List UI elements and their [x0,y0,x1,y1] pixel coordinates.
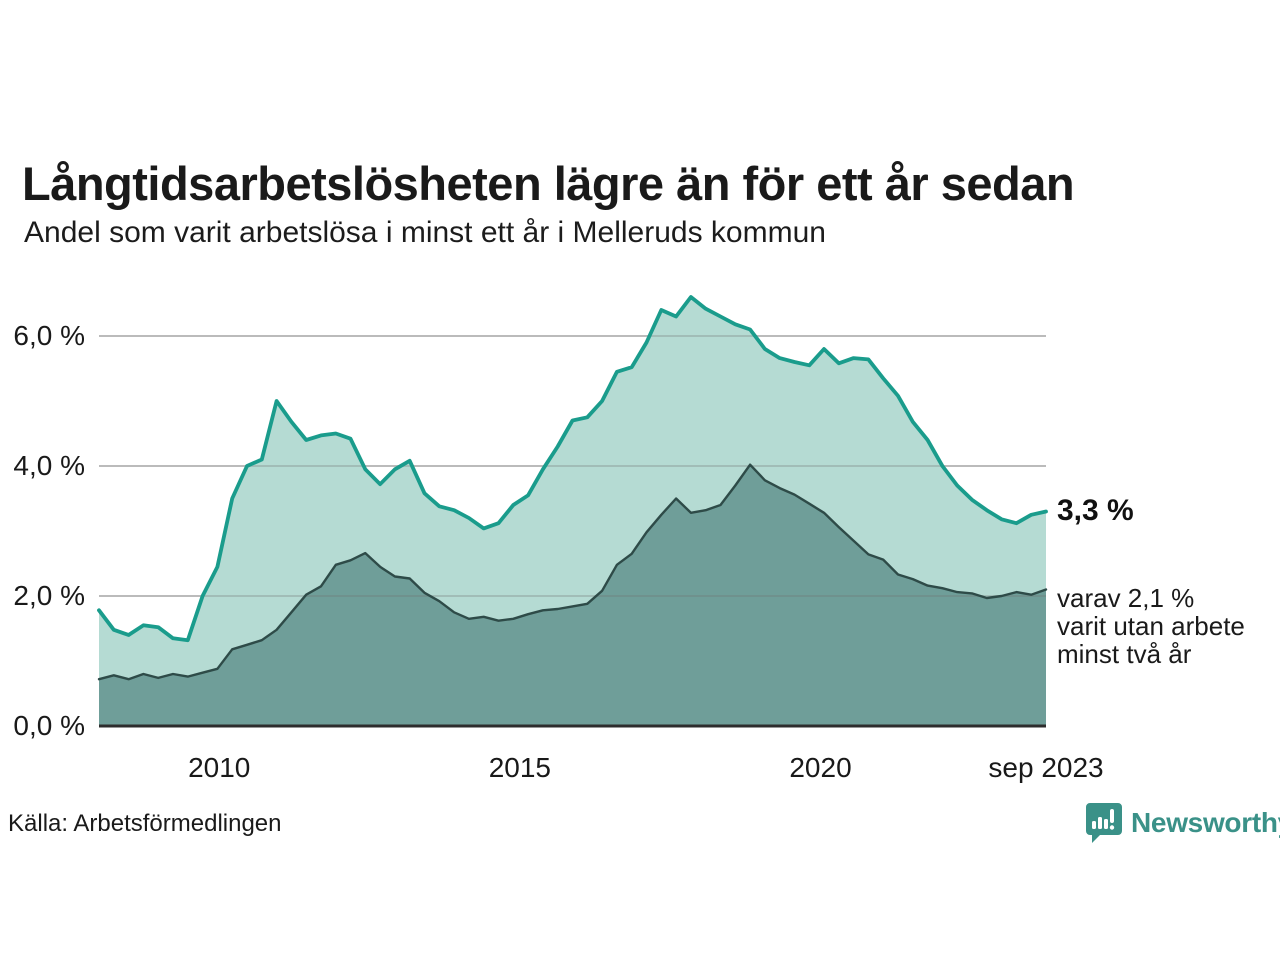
subset-annotation-line: minst två år [1057,639,1192,669]
subset-area-fill [99,464,1046,726]
y-tick-label: 6,0 % [13,320,85,351]
subset-series-line [97,463,1048,681]
gridlines-overlay [99,335,1046,597]
subset-annotation-line: varav 2,1 % [1057,583,1195,613]
chart-subtitle: Andel som varit arbetslösa i minst ett å… [24,216,826,249]
subset-end-value-label: varav 2,1 % varit utan arbete minst två år [1057,584,1245,668]
y-tick-label: 2,0 % [13,580,85,611]
total-series-line [97,295,1048,643]
x-tick-label: sep 2023 [988,752,1104,783]
x-tick-label: 2020 [789,752,852,783]
page-title: Långtidsarbetslösheten lägre än för ett … [22,157,1075,211]
source-caption: Källa: Arbetsförmedlingen [8,810,282,837]
subset-annotation-line: varit utan arbete [1057,611,1245,641]
y-tick-label: 4,0 % [13,450,85,481]
y-tick-label: 0,0 % [13,710,85,741]
x-tick-label: 2010 [188,752,251,783]
total-end-value-label: 3,3 % [1057,494,1134,527]
newsworthy-wordmark: Newsworthy [1131,807,1280,838]
x-tick-label: 2015 [488,752,552,783]
newsworthy-bubble-chart-icon [1086,803,1122,843]
newsworthy-logo[interactable]: Newsworthy [1085,802,1280,844]
